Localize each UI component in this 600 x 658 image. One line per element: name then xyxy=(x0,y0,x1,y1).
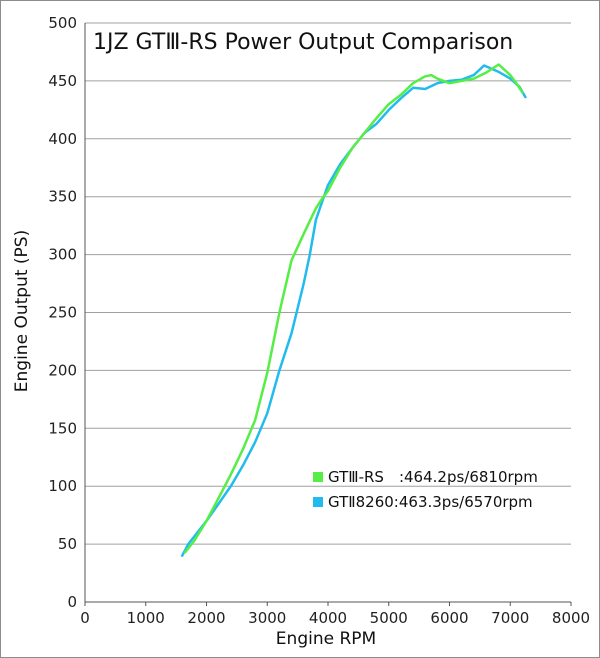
y-tick-label-350: 350 xyxy=(48,188,77,206)
legend: GTⅢ-RS :464.2ps/6810rpm GTⅡ8260:463.3ps/… xyxy=(313,468,538,511)
y-tick-label-450: 450 xyxy=(48,72,77,90)
series-line-gt3rs xyxy=(183,63,524,554)
y-tick-label-300: 300 xyxy=(48,246,77,264)
y-tick-label-0: 0 xyxy=(67,593,77,611)
x-tick-label-6000: 6000 xyxy=(430,609,468,627)
x-tick-label-0: 0 xyxy=(80,609,90,627)
x-tick-label-7000: 7000 xyxy=(491,609,529,627)
legend-label-gt2-8260: GTⅡ8260:463.3ps/6570rpm xyxy=(328,493,533,511)
y-axis-title: Engine Output (PS) xyxy=(12,230,32,392)
chart-title: 1JZ GTⅢ-RS Power Output Comparison xyxy=(93,30,513,55)
x-tick-label-1000: 1000 xyxy=(127,609,165,627)
x-tick-label-4000: 4000 xyxy=(309,609,347,627)
y-tick-label-100: 100 xyxy=(48,477,77,495)
series-layer xyxy=(180,63,527,557)
x-tick-label-8000: 8000 xyxy=(552,609,590,627)
legend-swatch-gt3rs xyxy=(313,472,323,482)
x-tick-label-5000: 5000 xyxy=(370,609,408,627)
x-tick-label-3000: 3000 xyxy=(248,609,286,627)
y-tick-label-250: 250 xyxy=(48,304,77,322)
x-axis-title: Engine RPM xyxy=(276,629,376,649)
y-tick-label-50: 50 xyxy=(58,535,77,553)
grid-layer xyxy=(85,22,571,545)
y-tick-label-400: 400 xyxy=(48,130,77,148)
legend-label-gt3rs: GTⅢ-RS :464.2ps/6810rpm xyxy=(328,468,538,486)
legend-swatch-gt2-8260 xyxy=(313,497,323,507)
y-tick-label-150: 150 xyxy=(48,419,77,437)
series-line-gt2-8260 xyxy=(180,64,527,557)
y-tick-label-200: 200 xyxy=(48,361,77,379)
y-tick-label-500: 500 xyxy=(48,14,77,32)
x-tick-label-2000: 2000 xyxy=(187,609,225,627)
